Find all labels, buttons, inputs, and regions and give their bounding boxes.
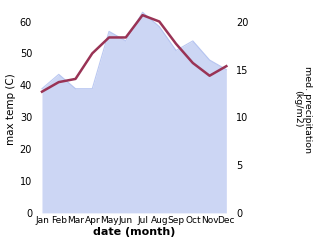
X-axis label: date (month): date (month) — [93, 227, 175, 237]
Y-axis label: max temp (C): max temp (C) — [5, 73, 16, 145]
Y-axis label: med. precipitation
(kg/m2): med. precipitation (kg/m2) — [293, 66, 313, 153]
